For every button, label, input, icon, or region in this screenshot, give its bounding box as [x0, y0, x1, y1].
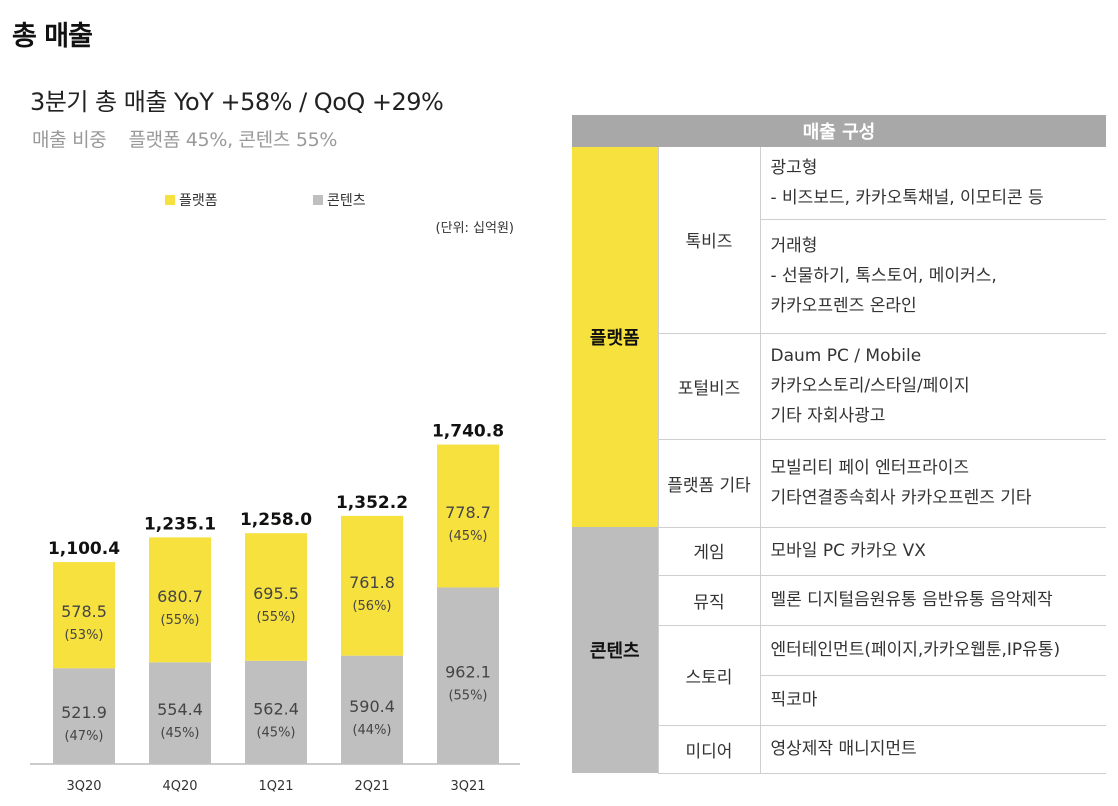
label-content-value-1Q21: 562.4 [253, 699, 299, 718]
detail-story-1: 엔터테인먼트(페이지,카카오웹툰,IP유통) [759, 625, 1106, 676]
legend-swatch-0 [165, 195, 175, 205]
tick-label-3Q21: 3Q21 [450, 779, 485, 794]
bar-content-4Q20 [149, 662, 211, 764]
label-content-pct-2Q21: (44%) [352, 723, 391, 738]
bar-platform-2Q21 [341, 515, 403, 656]
sub-story: 스토리 [657, 625, 760, 726]
label-platform-value-2Q21: 761.8 [349, 573, 395, 592]
platform-other-line2: 기타연결종속회사 카카오프렌즈 기타 [770, 488, 1032, 508]
detail-platform-other: 모빌리티 페이 엔터프라이즈 기타연결종속회사 카카오프렌즈 기타 [759, 439, 1106, 528]
category-content: 콘텐츠 [572, 527, 658, 773]
revenue-composition-table: 매출 구성 플랫폼 톡비즈 광고형 - 비즈보드, 카카오톡채널, 이모티콘 등… [572, 115, 1106, 774]
sub-game: 게임 [657, 527, 760, 576]
detail-music: 멜론 디지털음원유통 음반유통 음악제작 [759, 575, 1106, 626]
detail-game: 모바일 PC 카카오 VX [759, 527, 1106, 576]
label-platform-pct-3Q21: (45%) [448, 529, 487, 544]
revenue-subtitle: 3분기 총 매출 YoY +58% / QoQ +29% [30, 88, 444, 116]
sub-talkbiz: 톡비즈 [657, 147, 760, 334]
label-content-value-2Q21: 590.4 [349, 697, 395, 716]
sub-music: 뮤직 [657, 575, 760, 626]
detail-media: 영상제작 매니지먼트 [759, 725, 1106, 774]
share-label: 매출 비중 [32, 129, 107, 151]
revenue-share: 매출 비중 플랫폼 45%, 콘텐츠 55% [32, 125, 337, 152]
label-platform-pct-4Q20: (55%) [160, 613, 199, 628]
detail-portal: Daum PC / Mobile 카카오스토리/스타일/페이지 기타 자회사광고 [759, 333, 1106, 440]
platform-other-line1: 모빌리티 페이 엔터프라이즈 [770, 458, 970, 478]
label-content-value-3Q20: 521.9 [61, 703, 107, 722]
legend-label-0: 플랫폼 [179, 193, 218, 209]
detail-talkbiz-trade: 거래형 - 선물하기, 톡스토어, 메이커스, 카카오프렌즈 온라인 [759, 219, 1106, 334]
label-platform-pct-2Q21: (56%) [352, 599, 391, 614]
bar-platform-3Q20 [53, 562, 115, 669]
label-platform-pct-1Q21: (55%) [256, 610, 295, 625]
bar-content-2Q21 [341, 655, 403, 764]
share-value: 플랫폼 45%, 콘텐츠 55% [128, 129, 338, 151]
tick-label-4Q20: 4Q20 [162, 779, 197, 794]
tick-label-1Q21: 1Q21 [258, 779, 293, 794]
label-platform-value-3Q21: 778.7 [445, 503, 491, 522]
label-platform-value-4Q20: 680.7 [157, 587, 203, 606]
label-content-pct-3Q20: (47%) [64, 729, 103, 744]
detail-talkbiz-ad: 광고형 - 비즈보드, 카카오톡채널, 이모티콘 등 [759, 147, 1106, 220]
tick-label-3Q20: 3Q20 [66, 779, 101, 794]
bar-platform-1Q21 [245, 533, 307, 661]
label-content-value-3Q21: 962.1 [445, 663, 491, 682]
sub-portal: 포털비즈 [657, 333, 760, 440]
sub-media: 미디어 [657, 725, 760, 774]
label-total-2Q21: 1,352.2 [336, 493, 408, 513]
label-content-value-4Q20: 554.4 [157, 700, 203, 719]
talkbiz-ad-detail: - 비즈보드, 카카오톡채널, 이모티콘 등 [770, 187, 1044, 208]
bar-platform-4Q20 [149, 537, 211, 663]
tick-label-2Q21: 2Q21 [354, 779, 389, 794]
label-content-pct-4Q20: (45%) [160, 726, 199, 741]
bar-content-3Q20 [53, 668, 115, 764]
legend-label-1: 콘텐츠 [327, 193, 366, 209]
label-platform-value-3Q20: 578.5 [61, 602, 107, 621]
label-total-3Q20: 1,100.4 [48, 539, 120, 559]
category-platform: 플랫폼 [572, 147, 658, 527]
talkbiz-trade-title: 거래형 [770, 236, 818, 256]
detail-story-2: 픽코마 [759, 675, 1106, 726]
table-header: 매출 구성 [572, 115, 1106, 147]
talkbiz-ad-title: 광고형 [770, 157, 818, 178]
label-platform-pct-3Q20: (53%) [64, 628, 103, 643]
label-content-pct-3Q21: (55%) [448, 689, 487, 704]
unit-label: (단위: 십억원) [436, 221, 514, 236]
revenue-stacked-bar-chart: 플랫폼 콘텐츠 (단위: 십억원) 521.9 (47%) 578.5 (53%) 1,100… [30, 193, 520, 794]
label-content-pct-1Q21: (45%) [256, 725, 295, 740]
portal-line3: 기타 자회사광고 [770, 406, 886, 426]
talkbiz-trade-detail1: - 선물하기, 톡스토어, 메이커스, [770, 266, 997, 286]
portal-line1: Daum PC / Mobile [770, 346, 922, 366]
label-total-1Q21: 1,258.0 [240, 510, 312, 530]
page-title: 총 매출 [12, 21, 93, 52]
label-platform-value-1Q21: 695.5 [253, 584, 299, 603]
portal-line2: 카카오스토리/스타일/페이지 [770, 376, 970, 396]
bar-content-3Q21 [437, 587, 499, 764]
bar-platform-3Q21 [437, 444, 499, 588]
legend-swatch-1 [313, 195, 323, 205]
label-total-4Q20: 1,235.1 [144, 514, 216, 534]
sub-platform-other: 플랫폼 기타 [657, 439, 760, 528]
label-total-3Q21: 1,740.8 [432, 422, 504, 442]
bar-content-1Q21 [245, 660, 307, 764]
talkbiz-trade-detail2: 카카오프렌즈 온라인 [770, 296, 917, 316]
